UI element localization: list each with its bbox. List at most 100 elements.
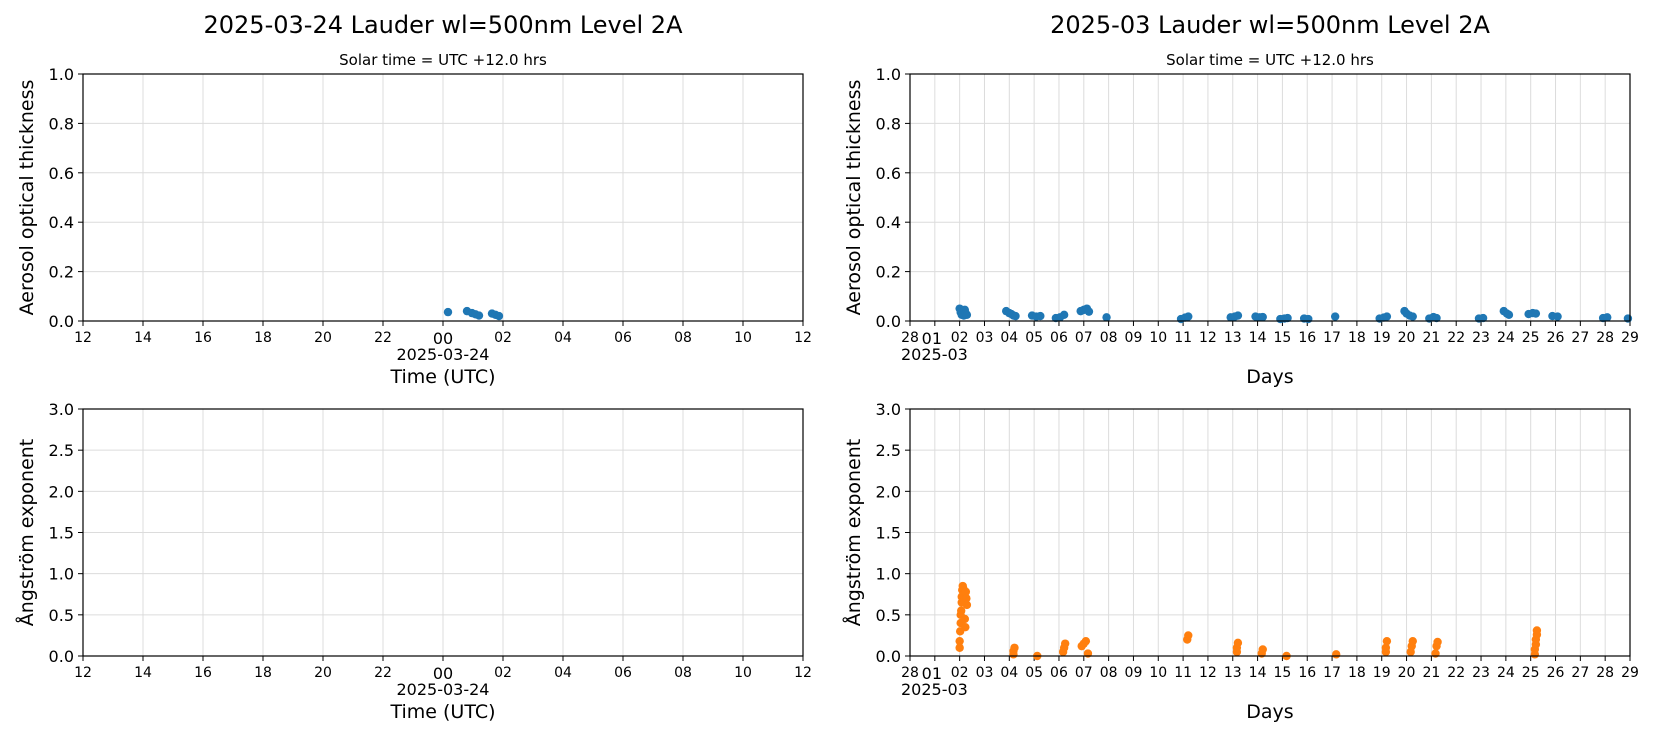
x-tick-label: 25 <box>1522 665 1540 681</box>
x-tick-label: 12 <box>794 665 812 681</box>
y-tick-label: 1.0 <box>876 65 901 84</box>
y-tick-label: 2.5 <box>876 441 901 460</box>
x-tick-label: 08 <box>674 665 692 681</box>
x-tick-label: 02 <box>494 330 512 346</box>
data-point <box>1382 636 1392 646</box>
x-tick-label: 06 <box>614 665 632 681</box>
data-point <box>1258 312 1267 322</box>
y-axis-label: Ångström exponent <box>15 439 38 627</box>
x-tick-label: 06 <box>1050 330 1068 346</box>
x-tick-label: 04 <box>554 330 572 346</box>
y-tick-label: 0.8 <box>49 114 74 133</box>
x-tick-label: 25 <box>1522 330 1540 346</box>
x-tick-label: 05 <box>1025 665 1043 681</box>
x-tick-label: 15 <box>1273 330 1291 346</box>
x-tick-label: 29 <box>1621 665 1639 681</box>
y-axis-label: Ångström exponent <box>842 439 865 627</box>
data-point <box>1060 639 1070 648</box>
x-tick-label: 12 <box>1199 330 1217 346</box>
x-tick-label: 01 <box>922 664 942 683</box>
y-tick-label: 0.4 <box>49 213 74 232</box>
chart-daily-angstrom: 0.0 0.5 1.0 1.5 2.0 2.5 3.0 12 14 16 18 20 22 00 02 04 0… <box>15 400 812 723</box>
x-tick-label: 20 <box>314 330 332 346</box>
x-tick-label: 29 <box>1621 330 1639 346</box>
x-tick-label: 28 <box>901 330 919 346</box>
y-tick-label: 0.8 <box>876 114 901 133</box>
y-tick-label: 0.5 <box>49 606 74 625</box>
plot-frame <box>909 408 1631 657</box>
x-tick-label: 18 <box>254 330 272 346</box>
x-date-label: 2025-03 <box>901 680 968 699</box>
x-tick-label: 26 <box>1547 330 1565 346</box>
x-tick-label: 09 <box>1125 330 1143 346</box>
y-tick-label: 2.0 <box>876 482 901 501</box>
x-date-label: 2025-03-24 <box>397 680 490 699</box>
x-tick-label: 27 <box>1571 330 1589 346</box>
x-tick-label: 08 <box>674 330 692 346</box>
data-point <box>1102 313 1111 322</box>
y-axis-label: Aerosol optical thickness <box>843 80 865 316</box>
x-tick-label: 14 <box>134 665 152 681</box>
x-tick-label: 20 <box>1398 330 1416 346</box>
y-tick-label: 0.0 <box>49 312 74 331</box>
data-point <box>1184 312 1193 321</box>
x-tick-label: 12 <box>1199 665 1217 681</box>
data-point <box>1011 311 1020 321</box>
y-tick-label: 0.5 <box>876 606 901 625</box>
data-point <box>1233 311 1243 320</box>
data-point <box>1233 638 1243 648</box>
x-tick-label: 18 <box>254 665 272 681</box>
x-tick-label: 28 <box>1596 330 1614 346</box>
x-tick-label: 06 <box>1050 665 1068 681</box>
data-point <box>1531 309 1541 318</box>
data-point <box>962 310 972 320</box>
x-tick-label: 23 <box>1472 330 1490 346</box>
x-tick-label: 02 <box>494 665 512 681</box>
plot-frame <box>82 73 804 322</box>
chart-title: 2025-03-24 Lauder wl=500nm Level 2A <box>204 11 684 39</box>
data-point <box>961 587 971 596</box>
x-tick-label: 12 <box>74 330 92 346</box>
x-tick-label: 20 <box>314 665 332 681</box>
x-tick-label: 03 <box>976 330 994 346</box>
x-tick-label: 24 <box>1497 665 1515 681</box>
x-tick-label: 21 <box>1422 665 1440 681</box>
x-tick-label: 18 <box>1348 330 1366 346</box>
data-point <box>1084 307 1094 316</box>
x-tick-label: 05 <box>1025 330 1043 346</box>
data-point <box>961 622 970 632</box>
data-point <box>1330 312 1340 321</box>
x-tick-label: 19 <box>1373 665 1391 681</box>
x-tick-label: 21 <box>1422 330 1440 346</box>
x-tick-label: 16 <box>194 665 212 681</box>
data-point <box>1283 313 1292 323</box>
x-tick-label: 11 <box>1174 330 1192 346</box>
data-point <box>1532 626 1542 635</box>
data-point <box>955 643 964 652</box>
x-tick-label: 14 <box>134 330 152 346</box>
x-tick-label: 13 <box>1224 330 1242 346</box>
y-tick-label: 0.6 <box>49 164 74 183</box>
x-axis-label: Time (UTC) <box>389 366 495 388</box>
chart-monthly-aod: 2025-03 Lauder wl=500nm Level 2A Solar ti… <box>843 11 1639 388</box>
plot-frame <box>82 408 804 657</box>
data-point <box>1433 637 1442 647</box>
data-point <box>1553 312 1562 321</box>
x-date-label: 2025-03 <box>901 345 968 364</box>
x-axis-label: Days <box>1246 366 1293 388</box>
chart-daily-aod: 2025-03-24 Lauder wl=500nm Level 2A Solar… <box>16 11 812 388</box>
x-tick-label: 26 <box>1547 665 1565 681</box>
x-tick-label: 18 <box>1348 665 1366 681</box>
data-point <box>443 307 453 317</box>
x-tick-label: 27 <box>1571 665 1589 681</box>
y-tick-label: 0.2 <box>876 263 901 282</box>
x-tick-label: 20 <box>1398 665 1416 681</box>
data-point <box>962 594 971 603</box>
data-point <box>1408 312 1417 321</box>
x-tick-label: 12 <box>794 330 812 346</box>
data-point <box>962 600 972 610</box>
y-tick-label: 2.5 <box>49 441 74 460</box>
x-tick-label: 22 <box>1447 330 1465 346</box>
data-point <box>957 606 966 615</box>
chart-subtitle: Solar time = UTC +12.0 hrs <box>1166 51 1374 69</box>
